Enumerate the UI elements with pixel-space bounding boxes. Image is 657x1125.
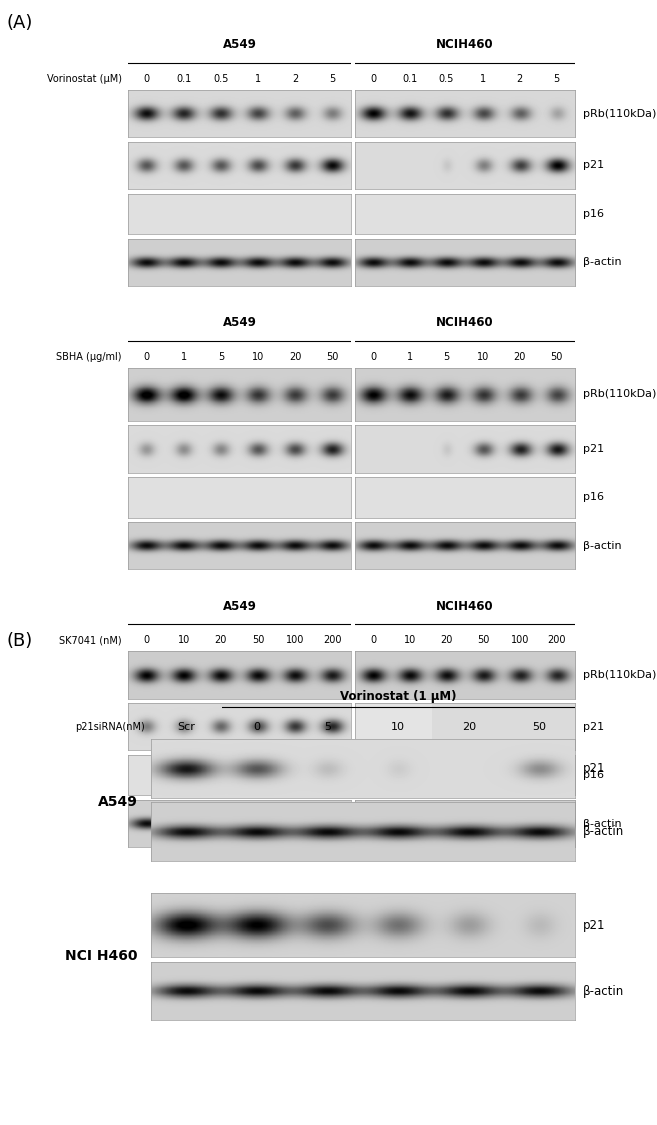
Text: 100: 100 [286,636,304,645]
Text: p21: p21 [583,762,605,775]
Text: SBHA (μg/ml): SBHA (μg/ml) [56,352,122,361]
Bar [355,703,432,750]
Text: A549: A549 [98,795,138,809]
Text: pRb(110kDa): pRb(110kDa) [583,389,656,399]
Text: 1: 1 [181,352,187,361]
Text: 100: 100 [510,636,529,645]
Text: 50: 50 [533,722,547,731]
Text: 2: 2 [516,74,523,83]
Text: p21siRNA(nM): p21siRNA(nM) [75,722,145,731]
Text: p16: p16 [583,771,604,780]
Text: A549: A549 [223,316,256,330]
Text: p21: p21 [583,919,605,931]
Text: 1: 1 [480,74,486,83]
Text: 20: 20 [215,636,227,645]
Text: 10: 10 [392,722,405,731]
Text: 20: 20 [440,636,453,645]
Text: 20: 20 [514,352,526,361]
Text: 0: 0 [370,352,376,361]
Text: 1: 1 [407,352,413,361]
Text: p21: p21 [583,444,604,453]
Text: 0: 0 [370,74,376,83]
Text: 5: 5 [329,74,336,83]
Text: 2: 2 [292,74,298,83]
Text: (A): (A) [7,14,33,32]
Text: 5: 5 [553,74,560,83]
Text: SK7041 (nM): SK7041 (nM) [59,636,122,645]
Text: 50: 50 [477,636,489,645]
Text: 0: 0 [144,636,150,645]
Text: 50: 50 [326,352,338,361]
Text: 0: 0 [254,722,261,731]
Text: 5: 5 [443,352,449,361]
Text: p16: p16 [583,493,604,502]
Text: 0: 0 [144,74,150,83]
Text: pRb(110kDa): pRb(110kDa) [583,670,656,680]
Text: Vorinostat (μM): Vorinostat (μM) [47,74,122,83]
Text: A549: A549 [223,38,256,52]
Text: NCI H460: NCI H460 [65,950,138,963]
Text: p16: p16 [583,209,604,218]
Text: 200: 200 [547,636,566,645]
Text: 0.1: 0.1 [402,74,417,83]
Text: 0: 0 [144,352,150,361]
Text: A549: A549 [223,600,256,613]
Text: pRb(110kDa): pRb(110kDa) [583,109,656,118]
Text: 0.5: 0.5 [439,74,454,83]
Text: 10: 10 [177,636,190,645]
Text: NCIH460: NCIH460 [436,600,493,613]
Text: p21: p21 [583,722,604,731]
Text: 50: 50 [252,636,264,645]
Text: 20: 20 [462,722,476,731]
Text: 10: 10 [477,352,489,361]
Text: 5: 5 [217,352,224,361]
Text: 10: 10 [252,352,264,361]
Text: 5: 5 [324,722,331,731]
Text: 0.5: 0.5 [214,74,229,83]
Text: β-actin: β-actin [583,258,622,267]
Text: 200: 200 [323,636,342,645]
Text: Vorinostat (1 μM): Vorinostat (1 μM) [340,691,457,703]
Text: 0.1: 0.1 [176,74,191,83]
Text: 20: 20 [289,352,302,361]
Text: (B): (B) [7,632,33,650]
Text: NCIH460: NCIH460 [436,38,493,52]
Text: 50: 50 [551,352,563,361]
Text: Scr: Scr [177,722,195,731]
Text: 10: 10 [403,636,416,645]
Text: NCIH460: NCIH460 [436,316,493,330]
Text: 1: 1 [255,74,261,83]
Text: β-actin: β-actin [583,819,622,828]
Text: β-actin: β-actin [583,984,624,998]
Text: β-actin: β-actin [583,825,624,838]
Text: p21: p21 [583,161,604,170]
Text: β-actin: β-actin [583,541,622,550]
Text: 0: 0 [370,636,376,645]
